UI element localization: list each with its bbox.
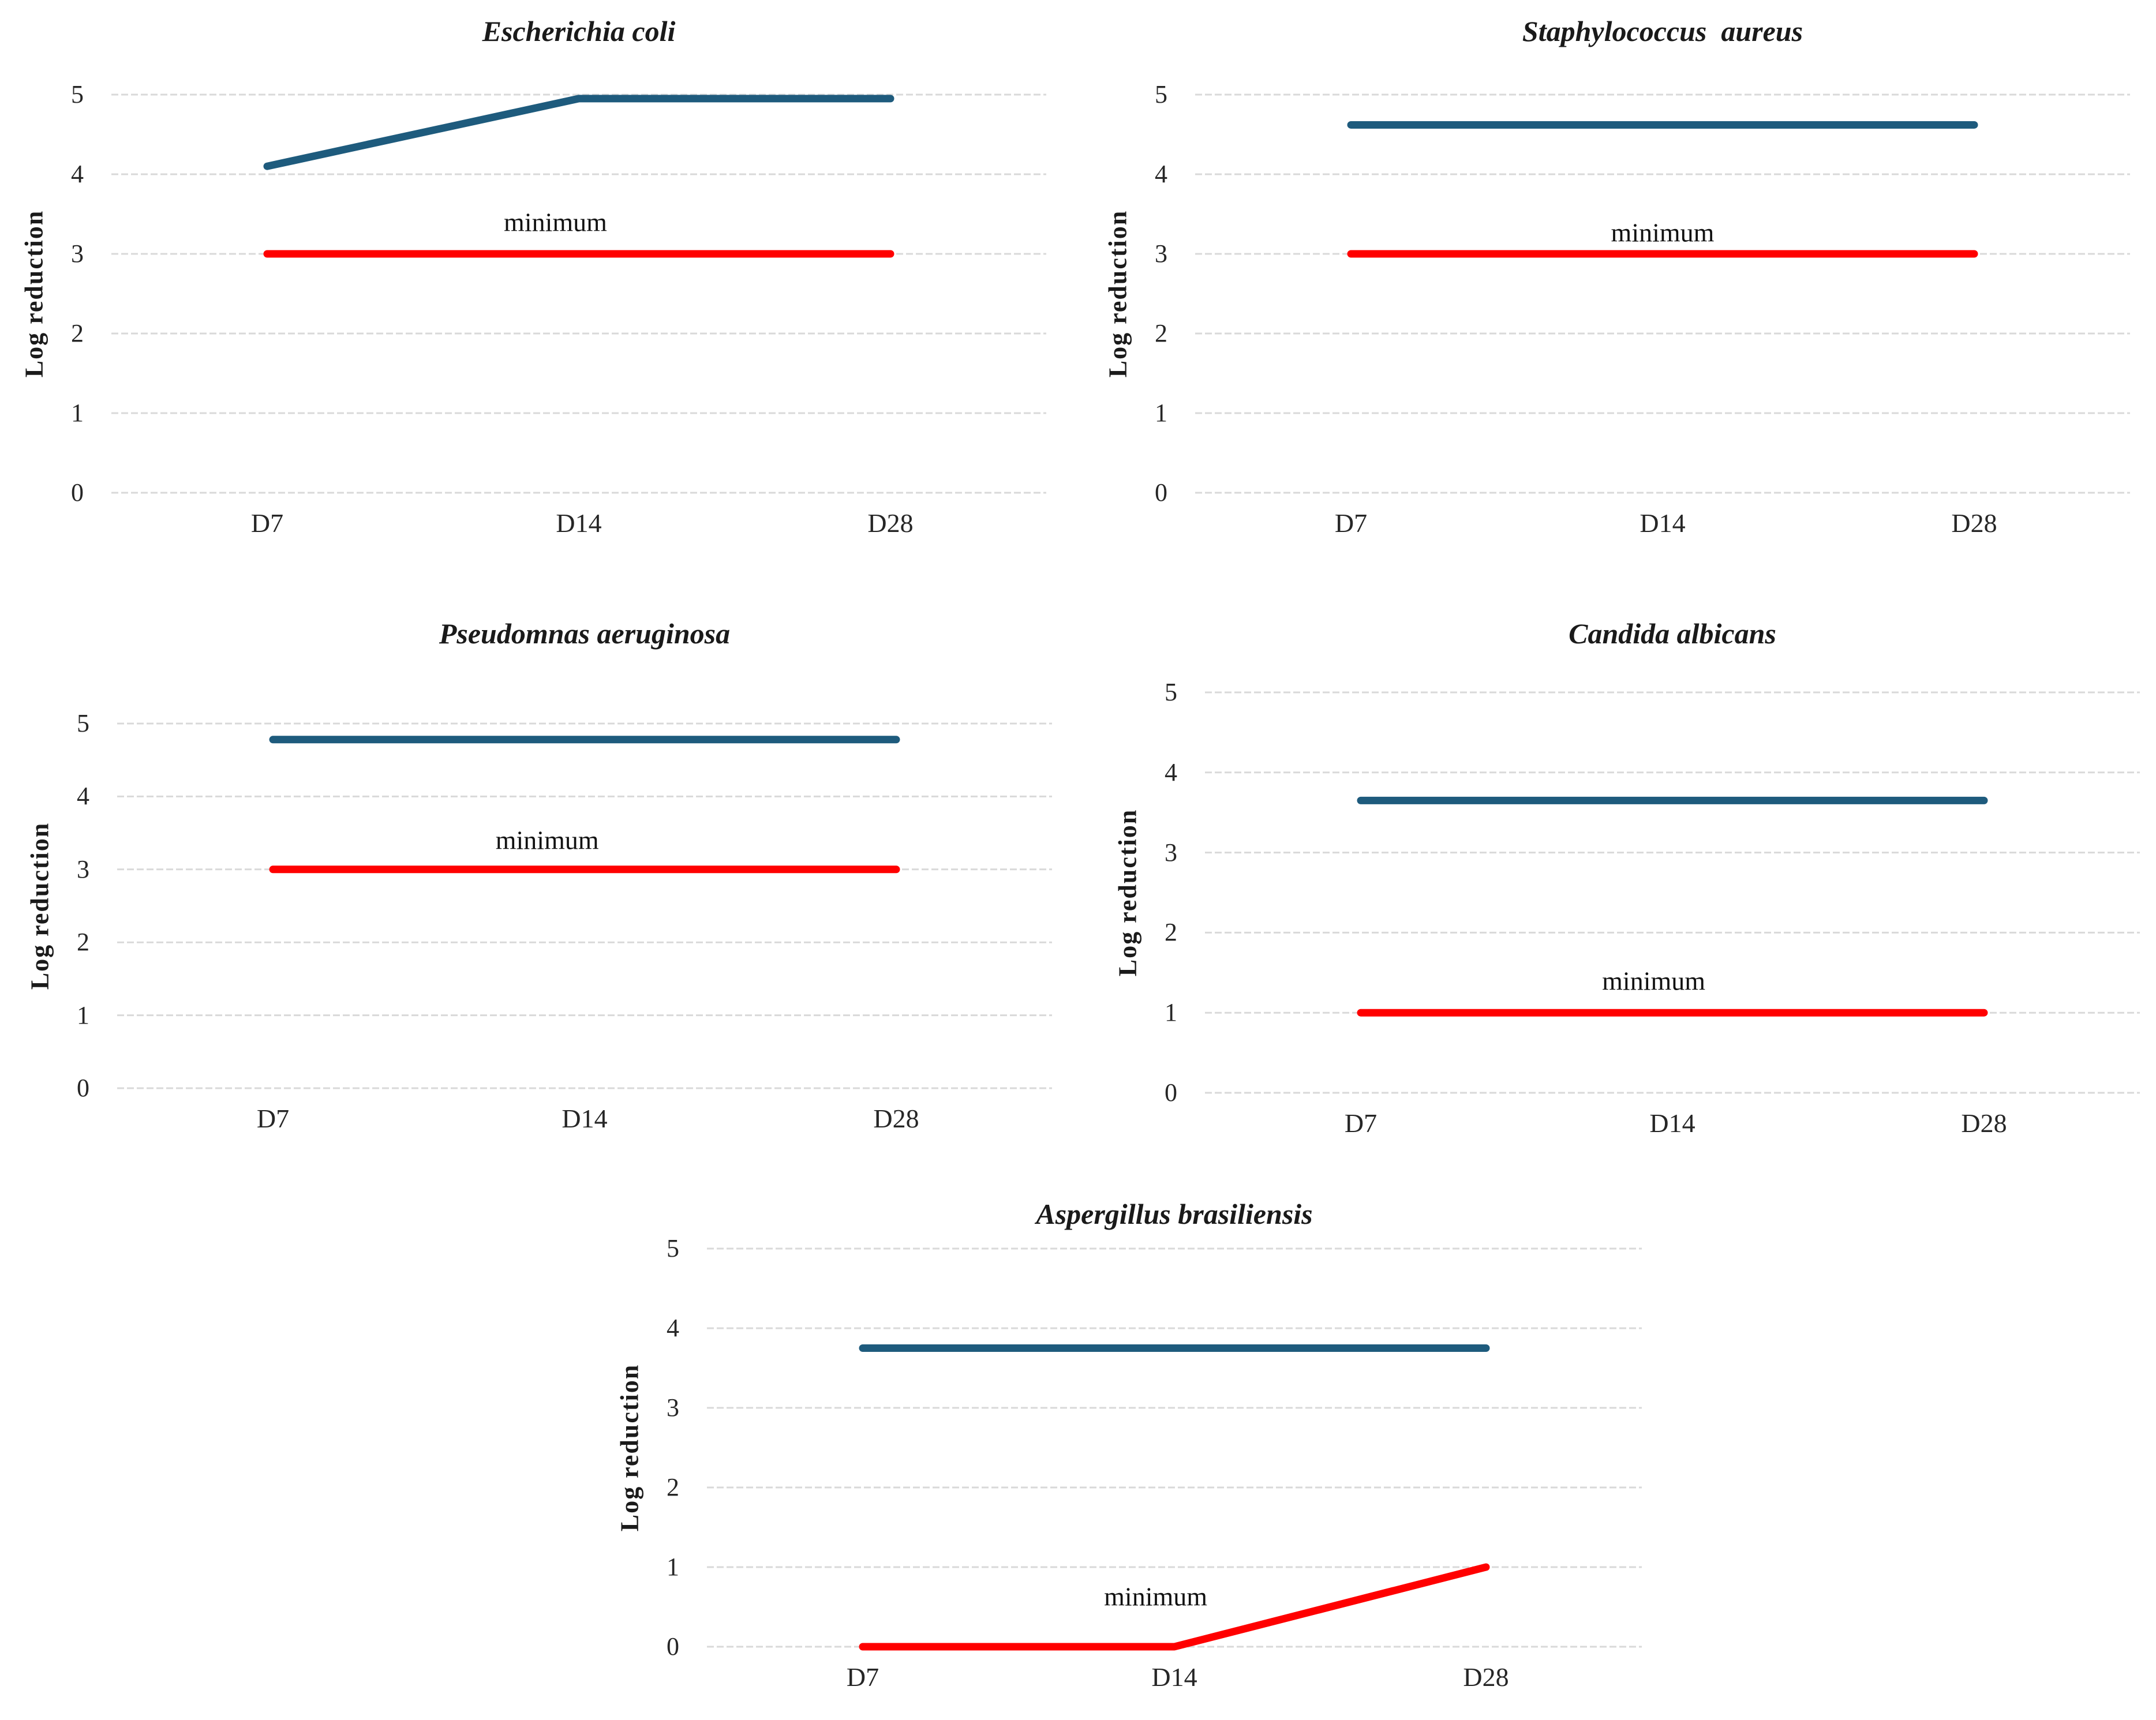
- plot-area: [707, 1244, 1642, 1651]
- minimum-annotation: minimum: [1602, 966, 1706, 996]
- y-axis: Log reduction: [1095, 90, 1140, 497]
- plot-area: [111, 90, 1046, 497]
- chart-title: Staphylococcus aureus: [1522, 15, 1803, 47]
- minimum-line: [859, 1563, 1490, 1651]
- x-tick-label: D7: [256, 1104, 290, 1133]
- x-tick-label: D7: [1344, 1108, 1378, 1138]
- x-axis-labels: D7 D14 D28: [1205, 1108, 2140, 1148]
- x-axis-labels: D7 D14 D28: [111, 508, 1046, 548]
- y-tick-label: 3: [77, 855, 89, 883]
- y-tick-label: 5: [667, 1234, 679, 1262]
- y-axis-ticks: 5 4 3 2 1 0: [57, 80, 111, 507]
- y-axis: Log reduction: [1105, 688, 1150, 1097]
- y-axis-label: Log reduction: [1103, 209, 1132, 378]
- y-tick-label: 3: [1155, 239, 1167, 268]
- x-tick-label: D14: [1640, 508, 1686, 538]
- chart-escherichia-coli: Escherichia coli Log reduction 5 4 3 2 1 0 mi…: [12, 10, 1046, 548]
- y-tick-label: 5: [77, 709, 89, 737]
- y-tick-label: 3: [667, 1393, 679, 1422]
- x-axis-labels: D7 D14 D28: [1195, 508, 2130, 548]
- y-tick-label: 3: [71, 239, 84, 268]
- y-tick-label: 2: [1165, 918, 1177, 947]
- minimum-annotation: minimum: [504, 207, 607, 237]
- y-axis-ticks: 5 4 3 2 1 0: [1150, 678, 1205, 1107]
- y-tick-label: 2: [77, 928, 89, 957]
- y-tick-label: 4: [1165, 758, 1177, 786]
- y-tick-label: 1: [1155, 399, 1167, 427]
- x-tick-label: D28: [1951, 508, 1997, 538]
- y-tick-label: 5: [1155, 80, 1167, 108]
- y-tick-label: 4: [77, 782, 89, 811]
- x-tick-label: D28: [1961, 1108, 2007, 1138]
- x-tick-label: D14: [1151, 1662, 1197, 1692]
- x-tick-label: D14: [562, 1104, 608, 1133]
- plot-area: [1205, 688, 2140, 1097]
- plot-area: [117, 719, 1052, 1093]
- x-tick-label: D28: [867, 508, 914, 538]
- chart-title: Escherichia coli: [482, 15, 676, 47]
- x-tick-label: D28: [1463, 1662, 1509, 1692]
- y-axis-label: Log reduction: [1113, 808, 1142, 977]
- chart-title: Pseudomnas aeruginosa: [439, 617, 731, 650]
- y-tick-label: 1: [1165, 998, 1177, 1027]
- y-tick-label: 0: [667, 1632, 679, 1661]
- x-tick-label: D7: [1334, 508, 1368, 538]
- plot-area: [1195, 90, 2130, 497]
- y-tick-label: 0: [1155, 478, 1167, 507]
- y-axis-ticks: 5 4 3 2 1 0: [1140, 80, 1195, 507]
- y-tick-label: 0: [71, 478, 84, 507]
- y-axis: Log reduction: [17, 719, 62, 1093]
- chart-candida-albicans: Candida albicans Log reduction 5 4 3 2 1 0 mi…: [1105, 613, 2140, 1148]
- x-tick-label: D28: [873, 1104, 919, 1133]
- minimum-annotation: minimum: [1104, 1582, 1208, 1612]
- y-tick-label: 1: [667, 1553, 679, 1581]
- chart-title: Candida albicans: [1569, 617, 1776, 650]
- y-axis-label: Log reduction: [20, 209, 48, 378]
- y-tick-label: 0: [1165, 1078, 1177, 1107]
- log-reduction-line: [263, 95, 894, 170]
- y-tick-label: 5: [71, 80, 84, 108]
- chart-title: Aspergillus brasiliensis: [1036, 1198, 1313, 1230]
- y-tick-label: 4: [667, 1314, 679, 1342]
- y-axis-label: Log reduction: [615, 1363, 644, 1532]
- y-tick-label: 4: [71, 160, 84, 188]
- y-axis: Log reduction: [607, 1244, 652, 1651]
- y-axis-ticks: 5 4 3 2 1 0: [652, 1234, 707, 1661]
- y-tick-label: 2: [1155, 319, 1167, 347]
- y-tick-label: 1: [77, 1000, 89, 1029]
- chart-pseudomnas-aeruginosa: Pseudomnas aeruginosa Log reduction 5 4 3 2…: [17, 613, 1052, 1144]
- x-tick-label: D7: [846, 1662, 879, 1692]
- y-tick-label: 2: [667, 1473, 679, 1501]
- y-tick-label: 3: [1165, 838, 1177, 867]
- y-tick-label: 1: [71, 399, 84, 427]
- y-axis-label: Log reduction: [25, 822, 54, 990]
- y-tick-label: 2: [71, 319, 84, 347]
- x-tick-label: D14: [556, 508, 602, 538]
- minimum-annotation: minimum: [1611, 218, 1715, 248]
- x-axis-labels: D7 D14 D28: [707, 1662, 1642, 1702]
- y-axis: Log reduction: [12, 90, 57, 497]
- x-tick-label: D7: [250, 508, 284, 538]
- y-axis-ticks: 5 4 3 2 1 0: [62, 709, 117, 1102]
- chart-staphylococcus-aureus: Staphylococcus aureus Log reduction 5 4 3 2…: [1095, 10, 2130, 548]
- y-tick-label: 5: [1165, 678, 1177, 706]
- chart-aspergillus-brasiliensis: Aspergillus brasiliensis Log reduction 5…: [607, 1193, 1642, 1702]
- x-tick-label: D14: [1649, 1108, 1695, 1138]
- y-tick-label: 0: [77, 1074, 89, 1102]
- y-tick-label: 4: [1155, 160, 1167, 188]
- minimum-annotation: minimum: [495, 825, 599, 855]
- x-axis-labels: D7 D14 D28: [117, 1103, 1052, 1144]
